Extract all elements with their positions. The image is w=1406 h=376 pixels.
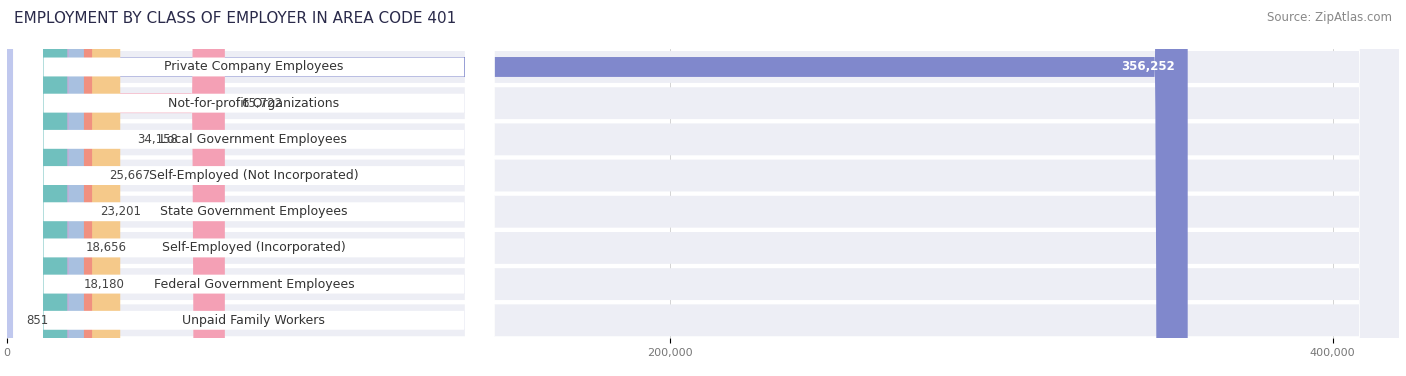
Text: 23,201: 23,201	[100, 205, 142, 218]
Text: 356,252: 356,252	[1121, 61, 1174, 73]
Text: 18,656: 18,656	[86, 241, 127, 255]
FancyBboxPatch shape	[7, 0, 84, 376]
FancyBboxPatch shape	[7, 0, 1399, 376]
FancyBboxPatch shape	[7, 0, 1399, 376]
Text: Self-Employed (Not Incorporated): Self-Employed (Not Incorporated)	[149, 169, 359, 182]
FancyBboxPatch shape	[7, 0, 1399, 376]
Text: Unpaid Family Workers: Unpaid Family Workers	[183, 314, 325, 327]
FancyBboxPatch shape	[7, 0, 1399, 376]
FancyBboxPatch shape	[14, 0, 495, 376]
FancyBboxPatch shape	[7, 0, 1399, 376]
Text: Self-Employed (Incorporated): Self-Employed (Incorporated)	[162, 241, 346, 255]
FancyBboxPatch shape	[14, 0, 495, 376]
Text: Private Company Employees: Private Company Employees	[165, 61, 343, 73]
FancyBboxPatch shape	[7, 0, 69, 376]
Text: 851: 851	[27, 314, 49, 327]
Text: Local Government Employees: Local Government Employees	[160, 133, 347, 146]
FancyBboxPatch shape	[7, 0, 1188, 376]
Text: Federal Government Employees: Federal Government Employees	[153, 277, 354, 291]
FancyBboxPatch shape	[7, 0, 225, 376]
Text: EMPLOYMENT BY CLASS OF EMPLOYER IN AREA CODE 401: EMPLOYMENT BY CLASS OF EMPLOYER IN AREA …	[14, 11, 457, 26]
Text: 18,180: 18,180	[84, 277, 125, 291]
FancyBboxPatch shape	[14, 0, 495, 376]
FancyBboxPatch shape	[14, 0, 495, 376]
Text: 25,667: 25,667	[108, 169, 150, 182]
Text: Not-for-profit Organizations: Not-for-profit Organizations	[169, 97, 339, 110]
FancyBboxPatch shape	[14, 0, 495, 376]
FancyBboxPatch shape	[7, 0, 1399, 376]
FancyBboxPatch shape	[14, 0, 495, 376]
Text: 65,722: 65,722	[242, 97, 283, 110]
Text: 34,158: 34,158	[136, 133, 177, 146]
FancyBboxPatch shape	[7, 0, 1399, 376]
FancyBboxPatch shape	[7, 0, 67, 376]
FancyBboxPatch shape	[7, 0, 93, 376]
FancyBboxPatch shape	[14, 0, 495, 376]
FancyBboxPatch shape	[0, 0, 41, 376]
FancyBboxPatch shape	[7, 0, 121, 376]
Text: State Government Employees: State Government Employees	[160, 205, 347, 218]
FancyBboxPatch shape	[14, 0, 495, 376]
FancyBboxPatch shape	[7, 0, 1399, 376]
Text: Source: ZipAtlas.com: Source: ZipAtlas.com	[1267, 11, 1392, 24]
